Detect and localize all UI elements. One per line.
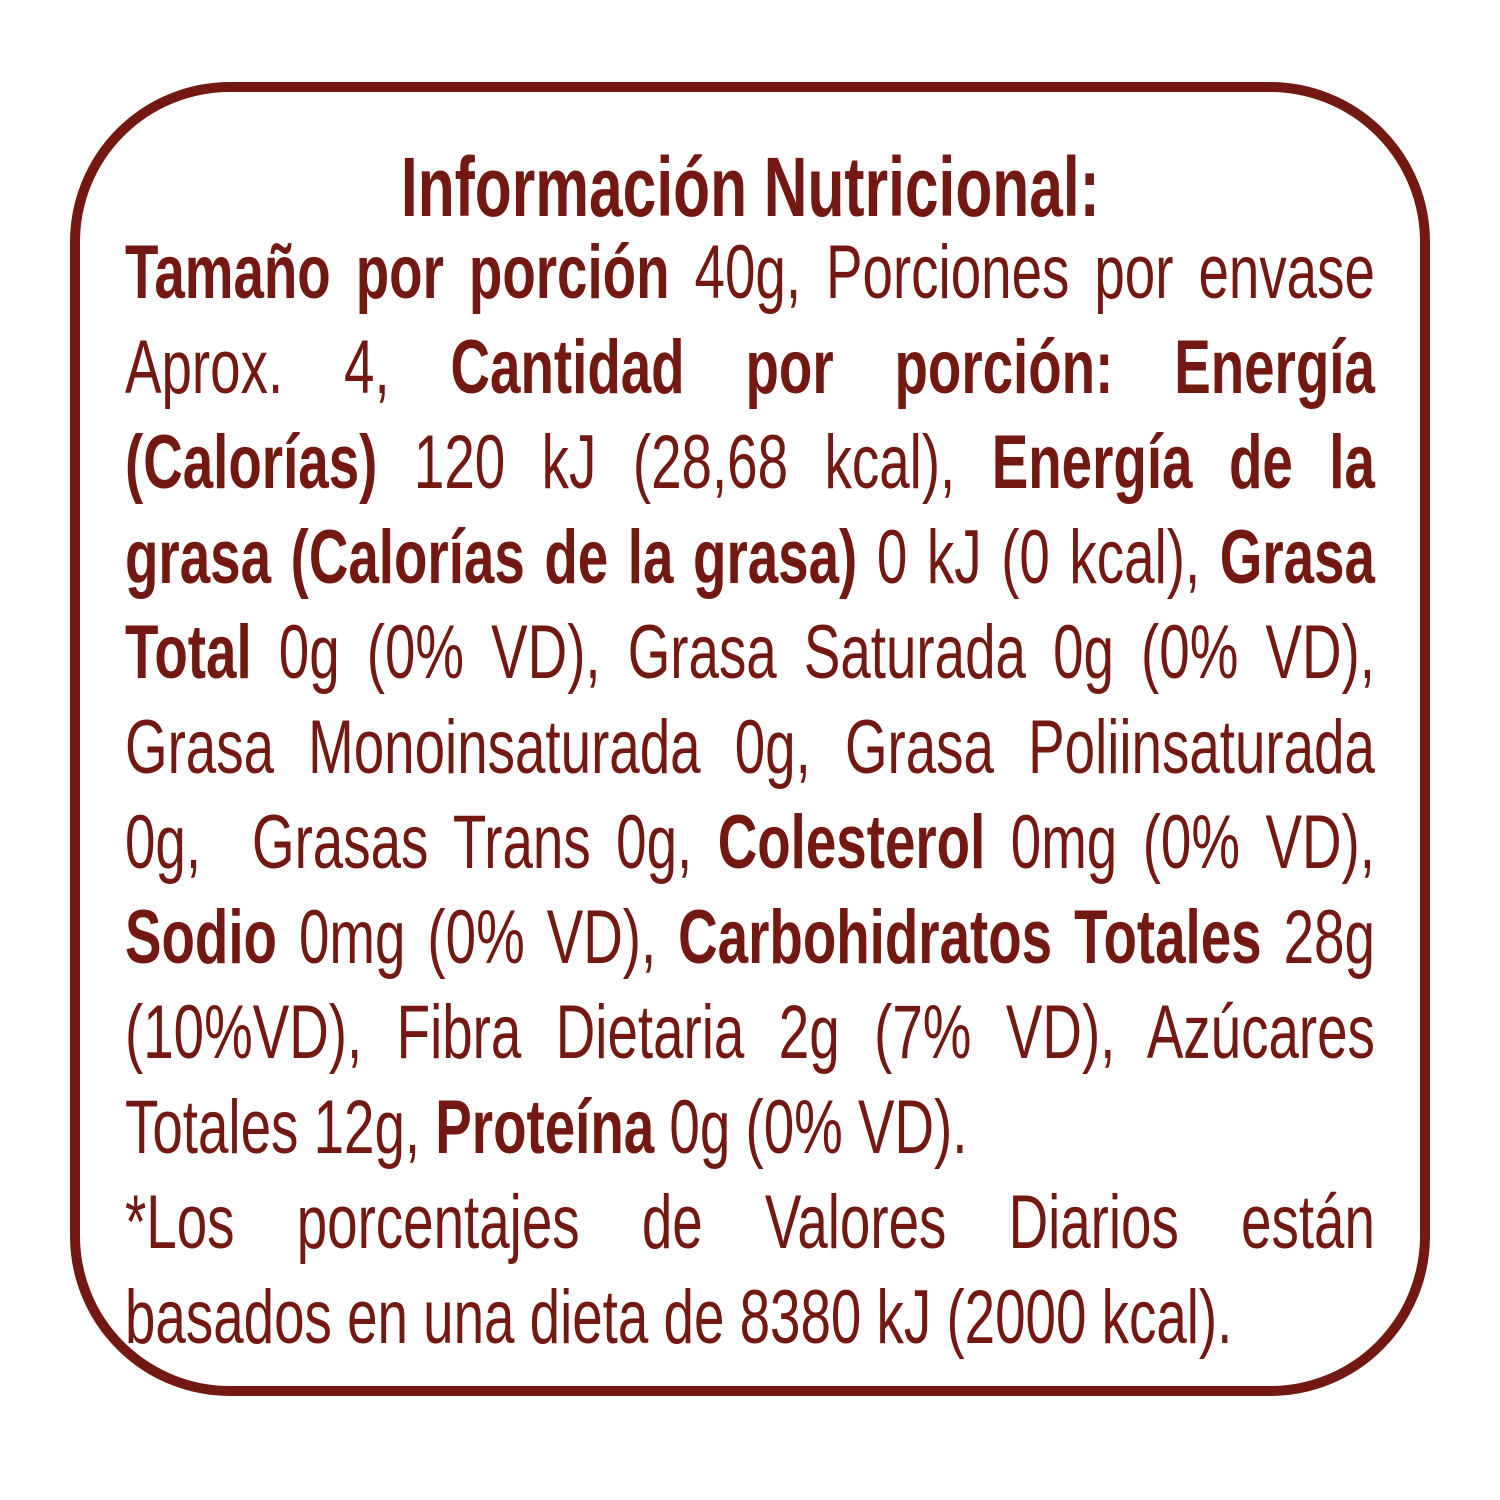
text-line-content: Grasa Monoinsaturada 0g, Grasa Poliinsat… bbox=[125, 700, 1375, 795]
nutrient-value: 0mg (0% VD), bbox=[276, 895, 679, 980]
nutrient-value: 0 kJ (0 kcal), bbox=[857, 515, 1220, 600]
text-line-content: (10%VD), Fibra Dietaria 2g (7% VD), Azúc… bbox=[125, 985, 1375, 1080]
nutrient-label: grasa (Calorías de la grasa) bbox=[125, 515, 858, 600]
text-line-content: Totales 12g, Proteína 0g (0% VD). bbox=[125, 1080, 1375, 1175]
text-line: grasa (Calorías de la grasa) 0 kJ (0 kca… bbox=[125, 510, 1375, 605]
text-line: basados en una dieta de 8380 kJ (2000 kc… bbox=[125, 1270, 1375, 1365]
nutrient-label: Colesterol bbox=[717, 800, 986, 885]
text-line-content: Sodio 0mg (0% VD), Carbohidratos Totales… bbox=[125, 890, 1375, 985]
text-line-content: Total 0g (0% VD), Grasa Saturada 0g (0% … bbox=[125, 605, 1375, 700]
text-line: Sodio 0mg (0% VD), Carbohidratos Totales… bbox=[125, 890, 1375, 985]
text-line: Grasa Monoinsaturada 0g, Grasa Poliinsat… bbox=[125, 700, 1375, 795]
nutrient-value: 40g, Porciones por envase bbox=[669, 230, 1375, 315]
nutrient-label: Total bbox=[125, 610, 252, 695]
nutrient-value: Aprox. 4, bbox=[125, 325, 451, 410]
nutrient-label: Cantidad por porción: Energía bbox=[450, 325, 1375, 410]
nutrient-value: 0g (0% VD), Grasa Saturada 0g (0% VD), bbox=[251, 610, 1375, 695]
nutrient-label: (Calorías) bbox=[125, 420, 378, 505]
text-line: Totales 12g, Proteína 0g (0% VD). bbox=[125, 1080, 1375, 1175]
text-line-content: grasa (Calorías de la grasa) 0 kJ (0 kca… bbox=[125, 510, 1375, 605]
nutrient-label: Grasa bbox=[1219, 515, 1375, 600]
nutrient-value: 0g, Grasas Trans 0g, bbox=[125, 800, 718, 885]
text-line: (Calorías) 120 kJ (28,68 kcal), Energía … bbox=[125, 415, 1375, 510]
nutrient-value: *Los porcentajes de Valores Diarios está… bbox=[125, 1180, 1375, 1265]
nutrient-value: 0g (0% VD). bbox=[654, 1085, 968, 1170]
text-line-content: (Calorías) 120 kJ (28,68 kcal), Energía … bbox=[125, 415, 1375, 510]
nutrient-value: basados en una dieta de 8380 kJ (2000 kc… bbox=[125, 1275, 1233, 1360]
title-text: Información Nutricional: bbox=[400, 140, 1100, 234]
nutrient-label: Energía de la bbox=[991, 420, 1375, 505]
text-line-content: 0g, Grasas Trans 0g, Colesterol 0mg (0% … bbox=[125, 795, 1375, 890]
nutrient-value: (10%VD), Fibra Dietaria 2g (7% VD), Azúc… bbox=[125, 990, 1375, 1075]
nutrient-label: Carbohidratos Totales bbox=[678, 895, 1262, 980]
text-line: (10%VD), Fibra Dietaria 2g (7% VD), Azúc… bbox=[125, 985, 1375, 1080]
nutrient-value: 28g bbox=[1261, 895, 1375, 980]
text-line: Total 0g (0% VD), Grasa Saturada 0g (0% … bbox=[125, 605, 1375, 700]
label-border bbox=[70, 82, 1430, 1396]
nutrient-label: Proteína bbox=[435, 1085, 655, 1170]
text-line-content: basados en una dieta de 8380 kJ (2000 kc… bbox=[125, 1270, 1375, 1365]
nutrient-label: Sodio bbox=[125, 895, 277, 980]
text-line-content: *Los porcentajes de Valores Diarios está… bbox=[125, 1175, 1375, 1270]
nutrient-value: Totales 12g, bbox=[125, 1085, 436, 1170]
text-line-content: Aprox. 4, Cantidad por porción: Energía bbox=[125, 320, 1375, 415]
text-line: 0g, Grasas Trans 0g, Colesterol 0mg (0% … bbox=[125, 795, 1375, 890]
nutrient-label: Tamaño por porción bbox=[125, 230, 670, 315]
nutrient-value: 120 kJ (28,68 kcal), bbox=[377, 420, 992, 505]
nutrient-value: 0mg (0% VD), bbox=[985, 800, 1375, 885]
label-title: Información Nutricional: bbox=[0, 140, 1500, 235]
nutrient-value: Grasa Monoinsaturada 0g, Grasa Poliinsat… bbox=[125, 705, 1375, 790]
text-line: Aprox. 4, Cantidad por porción: Energía bbox=[125, 320, 1375, 415]
text-line: *Los porcentajes de Valores Diarios está… bbox=[125, 1175, 1375, 1270]
text-line: Tamaño por porción 40g, Porciones por en… bbox=[125, 225, 1375, 320]
text-line-content: Tamaño por porción 40g, Porciones por en… bbox=[125, 225, 1375, 320]
